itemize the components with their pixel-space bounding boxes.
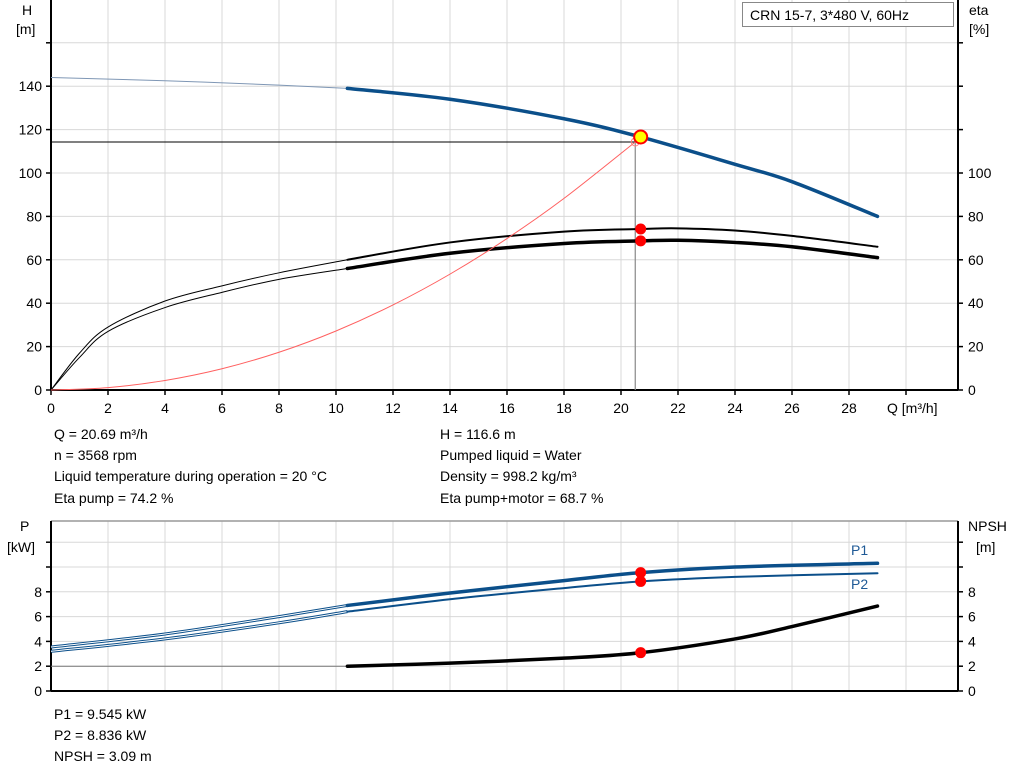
bottom-y-tick-label: 0 xyxy=(34,683,42,699)
info-npsh: NPSH = 3.09 m xyxy=(54,748,152,764)
x-tick-label: 4 xyxy=(161,400,169,416)
top-y-tick-label: 40 xyxy=(26,295,42,311)
top-y-tick-label: 140 xyxy=(19,78,43,94)
info-p1: P1 = 9.545 kW xyxy=(54,706,147,722)
operating-point-marker xyxy=(633,129,649,145)
top-y2-tick-label: 100 xyxy=(968,165,992,181)
operating-point-dot xyxy=(635,235,647,247)
bottom-y2-tick-label: 2 xyxy=(968,658,976,674)
x-tick-label: 22 xyxy=(670,400,686,416)
bottom-y-tick-label: 6 xyxy=(34,609,42,625)
x-tick-label: 6 xyxy=(218,400,226,416)
p1-series-label: P1 xyxy=(851,542,869,558)
top-series-0 xyxy=(345,86,880,219)
top-y2-axis-unit: [%] xyxy=(969,21,990,37)
info-p2: P2 = 8.836 kW xyxy=(54,727,147,743)
info-eta-pump-motor: Eta pump+motor = 68.7 % xyxy=(440,490,604,506)
bottom-plot: 0 2 4 6 8 0 2 4 6 8 xyxy=(34,520,976,699)
info-q: Q = 20.69 m³/h xyxy=(54,426,148,442)
bottom-y2-axis-unit: [m] xyxy=(976,539,996,555)
x-axis-label: Q [m³/h] xyxy=(887,400,938,416)
pump-label-box: CRN 15-7, 3*480 V, 60Hz xyxy=(742,2,954,27)
bottom-y-tick-label: 8 xyxy=(34,584,42,600)
top-y-tick-label: 80 xyxy=(26,208,42,224)
operating-point-dot xyxy=(635,223,647,235)
top-y2-axis-label: eta xyxy=(969,2,989,18)
top-y2-tick-label: 80 xyxy=(968,208,984,224)
top-y-tick-label: 0 xyxy=(34,382,42,398)
info-eta-pump: Eta pump = 74.2 % xyxy=(54,490,174,506)
bottom-y-tick-label: 2 xyxy=(34,658,42,674)
top-series-1 xyxy=(346,227,879,261)
top-y-axis-label: H xyxy=(22,2,33,18)
bottom-y2-axis-label: NPSH xyxy=(968,518,1007,534)
system-curve xyxy=(50,141,636,391)
top-series-0-extrapolated xyxy=(50,77,348,89)
bottom-y2-tick-label: 6 xyxy=(968,609,976,625)
top-series-2-extrapolated xyxy=(50,267,348,391)
bottom-series-p1-extrapolated xyxy=(50,603,348,649)
bottom-series-2 xyxy=(345,604,880,668)
bottom-y2-tick-label: 8 xyxy=(968,584,976,600)
bottom-series-p2 xyxy=(346,572,879,613)
bottom-series-p2-extrapolated xyxy=(50,610,348,653)
p2-series-label: P2 xyxy=(851,576,869,592)
bottom-series-p2-extrapolated-inner xyxy=(50,611,348,652)
x-tick-label: 2 xyxy=(104,400,112,416)
pump-label: CRN 15-7, 3*480 V, 60Hz xyxy=(750,7,910,23)
x-tick-label: 26 xyxy=(784,400,800,416)
bottom-y2-tick-label: 4 xyxy=(968,633,976,649)
bottom-y-tick-label: 4 xyxy=(34,633,42,649)
top-y2-tick-label: 20 xyxy=(968,339,984,355)
bottom-series-p1 xyxy=(345,561,880,608)
operating-point-dot xyxy=(635,647,647,659)
top-y-tick-label: 120 xyxy=(19,122,43,138)
operating-point-dot xyxy=(635,575,647,587)
x-tick-label: 16 xyxy=(499,400,515,416)
x-tick-label: 28 xyxy=(841,400,857,416)
top-series-1-extrapolated xyxy=(50,259,348,391)
top-y-tick-label: 60 xyxy=(26,252,42,268)
bottom-y-axis-label: P xyxy=(20,518,30,534)
top-y-axis-unit: [m] xyxy=(16,21,36,37)
x-tick-label: 14 xyxy=(442,400,458,416)
top-y2-tick-label: 0 xyxy=(968,382,976,398)
info-speed: n = 3568 rpm xyxy=(54,447,137,463)
info-liquid: Pumped liquid = Water xyxy=(440,447,582,463)
x-tick-label: 18 xyxy=(556,400,572,416)
operating-point-dot xyxy=(635,567,647,579)
info-temperature: Liquid temperature during operation = 20… xyxy=(54,468,327,484)
top-y2-tick-label: 40 xyxy=(968,295,984,311)
bottom-y-axis-unit: [kW] xyxy=(7,539,35,555)
top-series-2 xyxy=(345,238,880,271)
info-head: H = 116.6 m xyxy=(440,426,516,442)
bottom-y2-tick-label: 0 xyxy=(968,683,976,699)
x-tick-label: 24 xyxy=(727,400,743,416)
top-y-tick-label: 100 xyxy=(19,165,43,181)
bottom-series-p1-extrapolated-inner xyxy=(50,604,348,648)
top-y2-tick-label: 60 xyxy=(968,252,984,268)
x-tick-label: 12 xyxy=(385,400,401,416)
info-density: Density = 998.2 kg/m³ xyxy=(440,468,577,484)
x-tick-label: 20 xyxy=(613,400,629,416)
x-tick-label: 0 xyxy=(47,400,55,416)
x-tick-label: 10 xyxy=(328,400,344,416)
x-tick-label: 8 xyxy=(275,400,283,416)
top-y-tick-label: 20 xyxy=(26,339,42,355)
